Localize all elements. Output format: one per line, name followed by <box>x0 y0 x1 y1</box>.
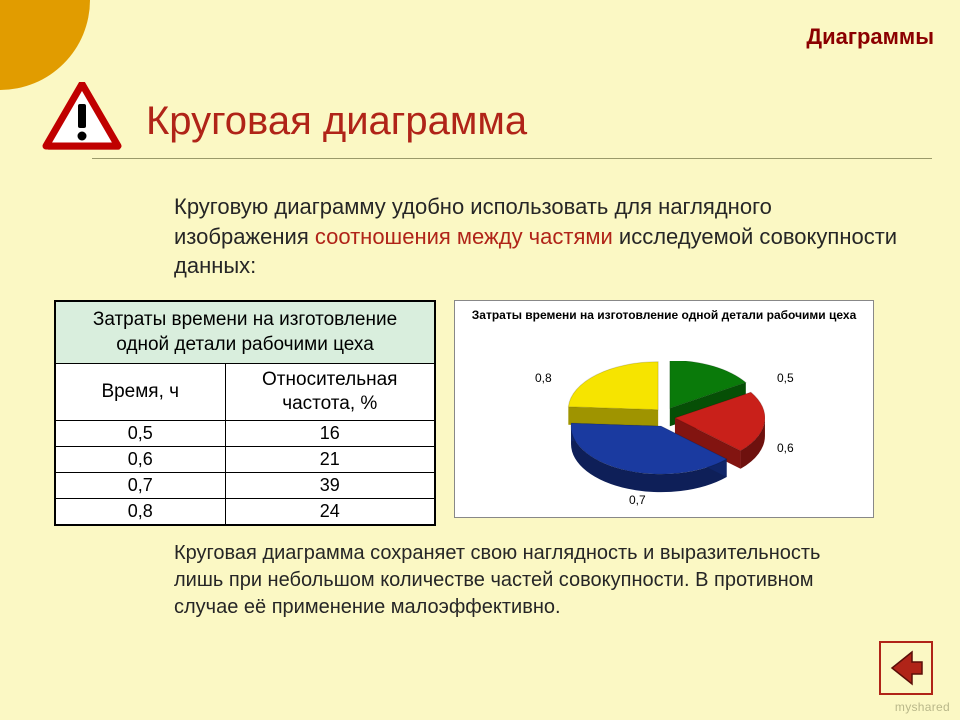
section-label: Диаграммы <box>806 24 934 50</box>
pie-label-2: 0,7 <box>629 493 646 507</box>
corner-decoration <box>0 0 90 90</box>
table-caption: Затраты времени на изготовление одной де… <box>55 301 435 364</box>
intro-highlight: соотношения между частями <box>315 224 613 249</box>
cell-time: 0,8 <box>55 498 225 525</box>
cell-freq: 24 <box>225 498 435 525</box>
cell-freq: 39 <box>225 472 435 498</box>
page-title: Круговая диаграмма <box>146 99 527 144</box>
pie-canvas <box>565 361 765 501</box>
cell-time: 0,6 <box>55 446 225 472</box>
col-freq-header-l2: частота, % <box>282 393 377 414</box>
table-row: 0,7 39 <box>55 472 435 498</box>
cell-freq: 21 <box>225 446 435 472</box>
table-row: 0,8 24 <box>55 498 435 525</box>
arrow-left-icon <box>878 640 934 696</box>
cell-time: 0,7 <box>55 472 225 498</box>
col-freq-header-l1: Относительная <box>262 369 397 390</box>
nav-back-button[interactable] <box>878 640 934 696</box>
title-underline <box>92 158 932 159</box>
table-row: 0,6 21 <box>55 446 435 472</box>
cell-freq: 16 <box>225 420 435 446</box>
table-row: 0,5 16 <box>55 420 435 446</box>
table-caption-row: Затраты времени на изготовление одной де… <box>55 301 435 364</box>
intro-paragraph: Круговую диаграмму удобно использовать д… <box>174 192 900 281</box>
table-header-row: Время, ч Относительная частота, % <box>55 364 435 421</box>
watermark: myshared <box>895 700 950 714</box>
data-table: Затраты времени на изготовление одной де… <box>54 300 436 526</box>
pie-label-3: 0,8 <box>535 371 552 385</box>
content-row: Затраты времени на изготовление одной де… <box>54 300 874 526</box>
chart-title: Затраты времени на изготовление одной де… <box>455 307 873 323</box>
pie-label-1: 0,6 <box>777 441 794 455</box>
warning-icon <box>40 82 124 161</box>
footer-paragraph: Круговая диаграмма сохраняет свою нагляд… <box>174 540 870 621</box>
pie-label-0: 0,5 <box>777 371 794 385</box>
title-row: Круговая диаграмма <box>40 82 932 161</box>
col-freq-header: Относительная частота, % <box>225 364 435 421</box>
pie-chart: Затраты времени на изготовление одной де… <box>454 300 874 518</box>
col-time-header: Время, ч <box>55 364 225 421</box>
cell-time: 0,5 <box>55 420 225 446</box>
